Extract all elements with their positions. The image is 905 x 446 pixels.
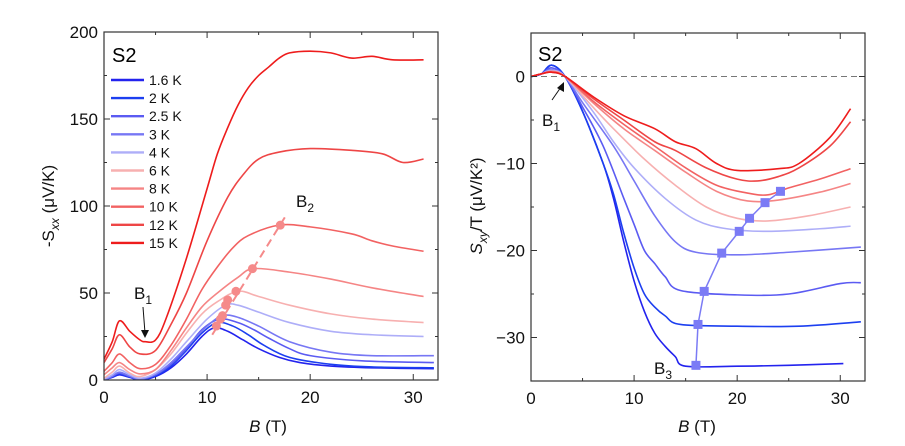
y-tick-label: 150 [70,110,98,129]
series-line-15K [531,71,852,172]
b3-marker [775,186,785,196]
series-line-8K [104,267,424,376]
legend-label: 6 K [149,163,171,179]
b1-arrowhead-left [141,330,149,338]
x-tick-label: 10 [625,389,644,408]
y-tick-label: −10 [496,155,525,174]
b3-annotation: B3 [654,359,672,382]
x-tick-label: 20 [728,389,747,408]
x-tick-label: 30 [831,389,850,408]
plot-area [104,50,434,380]
y-tick-label: 50 [79,284,98,303]
y-tick-label: 0 [516,68,525,87]
b2-marker [211,321,221,331]
b2-marker [247,264,257,274]
series-line-12K [104,147,424,364]
right-panel: S2 B (T) Sxy/T (μV/K²) B1 B3 [467,44,716,436]
y-tick-label: 0 [89,371,98,390]
left-panel-label: S2 [112,45,136,67]
b1-arrowhead-right [557,82,564,92]
legend-label: 15 K [149,235,178,251]
series-line-10K [104,223,424,372]
legend-label: 8 K [149,181,171,197]
legend-label: 12 K [149,217,178,233]
series-line-25K [531,66,861,297]
series-line-8K [531,70,851,203]
x-tick-label: 0 [526,389,535,408]
left-y-axis-label: -Sxx (μV/K) [39,165,62,247]
plot-area [531,64,865,370]
right-plot: 0 10 20 30 −30 −20 −10 0 [496,32,866,408]
b2-marker [275,220,285,230]
b2-marker [231,286,241,296]
b3-marker [760,198,770,208]
series-line-2K [531,64,861,328]
b2-annotation: B2 [296,192,314,215]
b3-marker [699,286,709,296]
legend-label: 3 K [149,126,171,142]
b3-marker [693,319,703,329]
b3-marker [745,213,755,223]
x-tick-label: 0 [99,388,108,407]
legend-label: 2.5 K [149,108,182,124]
series-line-16K [531,64,844,368]
b3-marker [717,248,727,258]
left-plot: 0 10 20 30 0 50 100 150 200 1.6 K 2 K 2.5 K 3 K 4 K 6 … [70,23,439,407]
series-line-3K [104,314,434,380]
y-tick-label: −20 [496,242,525,261]
legend-label: 2 K [149,90,171,106]
b1-annotation-left: B1 [134,284,152,307]
series-line-4K [531,69,851,233]
series-line-6K [104,290,424,379]
right-y-axis-label: Sxy/T (μV/K²) [467,157,490,254]
b3-marker [691,360,701,370]
legend-label: 1.6 K [149,72,182,88]
x-tick-label: 30 [404,388,423,407]
y-tick-label: 200 [70,23,98,42]
x-tick-label: 10 [198,388,217,407]
b2-guide-line [211,214,288,336]
y-tick-label: −30 [496,329,525,348]
legend-label: 10 K [149,199,178,215]
x-tick-label: 20 [301,388,320,407]
legend-label: 4 K [149,144,171,160]
b1-arrow-left [142,306,146,334]
b3-marker [734,226,744,236]
series-line-3K [531,68,861,256]
b3-connecting-line [695,190,781,366]
series-line-4K [104,303,424,380]
right-panel-label: S2 [538,44,562,66]
series-line-15K [104,50,424,360]
left-x-axis-label: B (T) [249,417,287,436]
left-panel: S2 B (T) -Sxx (μV/K) B1 B2 [39,45,314,436]
b2-marker [218,311,228,321]
b2-marker [223,295,233,305]
right-x-axis-label: B (T) [678,417,716,436]
y-tick-label: 100 [70,197,98,216]
b1-annotation-right: B1 [542,111,560,134]
